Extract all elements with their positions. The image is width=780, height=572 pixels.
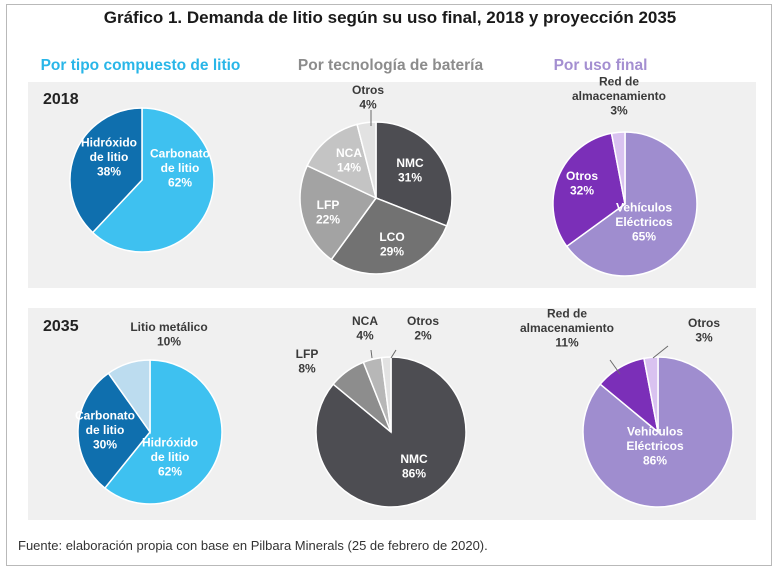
slice-label: LCO 29% — [379, 230, 404, 258]
slice-label: NMC 31% — [396, 156, 424, 185]
slice-label: LFP 22% — [316, 198, 340, 227]
pie-2018-1: NMC 31% LCO 29% LFP 22% NCA 14% Otros 4% — [299, 83, 453, 275]
slice-label: Hidróxido de litio 62% — [142, 436, 198, 479]
year-label-2018: 2018 — [43, 91, 79, 108]
pie-2018-2: Vehículos Eléctricos 65% Otros 32% Red de alma… — [552, 75, 698, 277]
pie-2035-4: NMC 86% LFP 8% NCA 4% Otros 2% — [296, 314, 467, 508]
pie-2035-5: Vehículos Eléctricos 86% Red de almacenamien… — [520, 307, 734, 508]
pie-2035-3: Hidróxido de litio 62%Carbonato de litio 30%… — [75, 320, 223, 505]
column-header-tecnologia: Por tecnología de batería — [297, 57, 484, 74]
slice-label: Otros 4% — [352, 83, 384, 112]
leader-line — [370, 349, 373, 359]
slice-label: Vehículos Eléctricos 86% — [626, 425, 684, 468]
pie-slice — [103, 359, 223, 505]
leader-line — [609, 359, 621, 375]
slice-label: Otros 32% — [566, 169, 598, 198]
pie-slice — [330, 197, 448, 275]
pie-slice — [380, 356, 392, 433]
column-header-compuesto: Por tipo compuesto de litio — [40, 57, 241, 74]
slice-label: NMC 86% — [400, 452, 428, 481]
column-header-uso-final: Por uso final — [553, 57, 648, 74]
slice-label: LFP 8% — [296, 347, 319, 376]
slice-label: NCA 4% — [352, 314, 378, 343]
slice-label: Otros 2% — [407, 314, 439, 343]
pie-slice — [69, 107, 143, 234]
slice-label: Vehículos Eléctricos 65% — [615, 201, 673, 244]
pie-slice — [91, 107, 215, 253]
slice-label: Hidróxido de litio 38% — [81, 136, 137, 179]
slice-label: Litio metálico 10% — [130, 320, 207, 349]
pie-slice — [610, 131, 626, 205]
pie-slice — [306, 123, 378, 200]
leader-line — [390, 349, 397, 359]
slice-label: Carbonato de litio 62% — [150, 147, 210, 190]
slice-label: Red de almacenamiento 3% — [572, 75, 666, 118]
pie-slice — [643, 356, 659, 433]
figure-title: Gráfico 1. Demanda de litio según su uso… — [103, 8, 677, 27]
source-note: Fuente: elaboración propia con base en P… — [18, 538, 488, 553]
pie-slice — [375, 121, 453, 227]
pie-slice — [565, 131, 698, 277]
pie-slice — [77, 372, 151, 490]
slice-label: Red de almacenamiento 11% — [520, 307, 614, 350]
slice-label: NCA 14% — [336, 146, 362, 175]
pie-slice — [107, 359, 151, 435]
leader-line — [652, 345, 669, 359]
slice-label: Carbonato de litio 30% — [75, 409, 135, 452]
pie-2018-0: Carbonato de litio 62% Hidróxido de litio 38% — [69, 107, 215, 253]
year-label-2035: 2035 — [43, 318, 79, 335]
pie-slice — [356, 121, 377, 199]
pie-slice — [552, 132, 626, 248]
slice-label: Otros 3% — [688, 316, 720, 345]
